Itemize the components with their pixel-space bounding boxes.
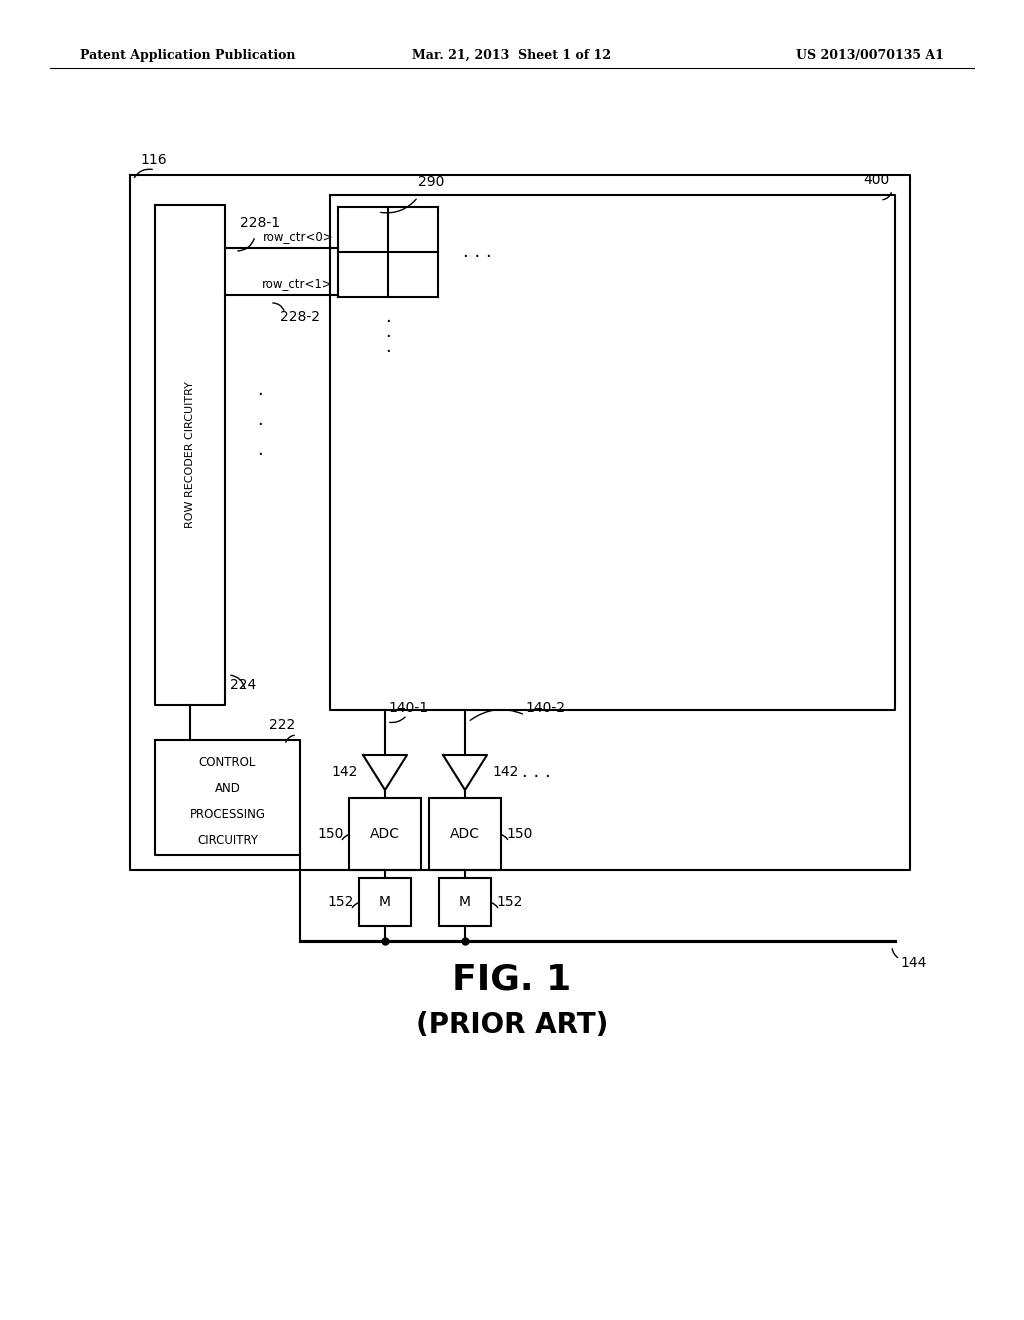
Text: .: .: [385, 308, 391, 326]
Text: . . .: . . .: [522, 763, 551, 781]
Text: Patent Application Publication: Patent Application Publication: [80, 49, 296, 62]
Text: M: M: [459, 895, 471, 909]
Text: 142: 142: [492, 766, 518, 779]
Text: 222: 222: [268, 718, 295, 733]
Text: M: M: [379, 895, 391, 909]
Text: CIRCUITRY: CIRCUITRY: [197, 833, 258, 846]
Text: row_ctr<0>: row_ctr<0>: [262, 230, 333, 243]
Text: row_ctr<1>: row_ctr<1>: [262, 277, 333, 290]
Text: 224: 224: [230, 678, 256, 692]
Text: ADC: ADC: [370, 828, 400, 841]
Text: Mar. 21, 2013  Sheet 1 of 12: Mar. 21, 2013 Sheet 1 of 12: [413, 49, 611, 62]
Bar: [359, 878, 411, 927]
Text: ROW RECODER CIRCUITRY: ROW RECODER CIRCUITRY: [185, 381, 195, 528]
Text: 228-2: 228-2: [280, 310, 319, 323]
Text: 140-2: 140-2: [525, 701, 565, 715]
Text: PROCESSING: PROCESSING: [189, 808, 265, 821]
Text: 150: 150: [317, 828, 344, 841]
Text: ADC: ADC: [450, 828, 480, 841]
Text: 116: 116: [140, 153, 167, 168]
Text: 140-1: 140-1: [388, 701, 428, 715]
Text: (PRIOR ART): (PRIOR ART): [416, 1011, 608, 1039]
Text: 152: 152: [496, 895, 522, 909]
Text: AND: AND: [215, 781, 241, 795]
Text: .: .: [257, 411, 263, 429]
Text: 144: 144: [900, 956, 927, 970]
Bar: [429, 799, 501, 870]
Text: 150: 150: [506, 828, 532, 841]
Bar: [349, 799, 421, 870]
Text: .: .: [257, 381, 263, 399]
Bar: [439, 878, 490, 927]
Text: 142: 142: [332, 766, 358, 779]
Text: .: .: [385, 338, 391, 356]
Text: US 2013/0070135 A1: US 2013/0070135 A1: [796, 49, 944, 62]
Text: 228-1: 228-1: [240, 216, 281, 230]
Text: 152: 152: [328, 895, 354, 909]
Text: FIG. 1: FIG. 1: [453, 964, 571, 997]
Text: 400: 400: [864, 173, 890, 187]
Text: .: .: [257, 441, 263, 459]
Text: 290: 290: [418, 176, 444, 189]
Text: .: .: [385, 323, 391, 341]
Text: CONTROL: CONTROL: [199, 755, 256, 768]
Text: . . .: . . .: [463, 243, 492, 261]
